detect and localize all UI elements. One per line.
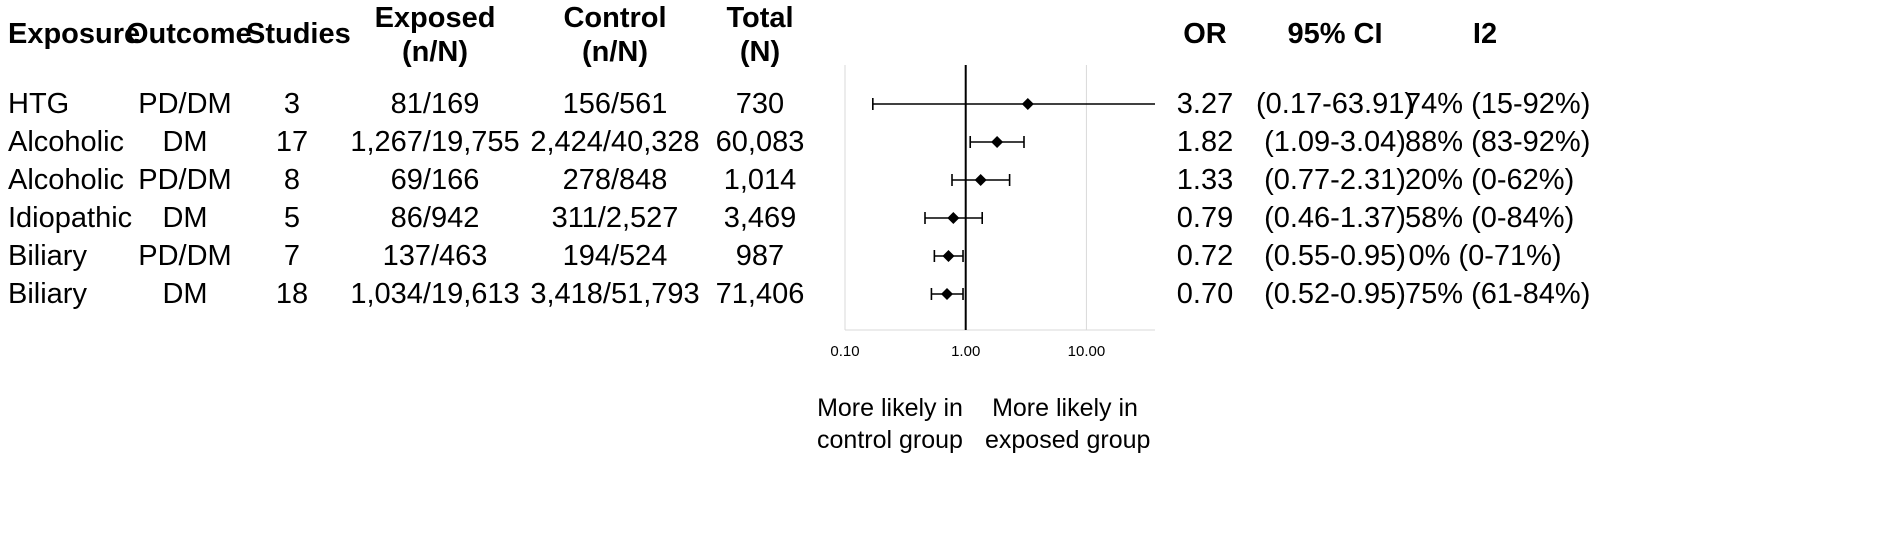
row-or: 0.72: [1176, 240, 1234, 272]
note-control-line2: control group: [817, 426, 963, 454]
row-ci: (0.55-0.95): [1264, 240, 1406, 272]
header-exposure: Exposure: [8, 18, 141, 50]
row-exposed: 69/166: [390, 164, 480, 196]
row-i2: 75% (61-84%): [1405, 278, 1591, 310]
row-or: 3.27: [1176, 88, 1234, 120]
row-control: 194/524: [562, 240, 668, 272]
row-or: 0.79: [1176, 202, 1234, 234]
row-total: 730: [735, 88, 785, 120]
row-exposed: 1,267/19,755: [350, 126, 520, 158]
header-ci: 95% CI: [1287, 18, 1383, 50]
row-exposure: Biliary: [8, 278, 87, 310]
row-exposure: Idiopathic: [8, 202, 133, 234]
or-point: [991, 136, 1004, 148]
header-or: OR: [1183, 18, 1227, 50]
row-total: 3,469: [723, 202, 797, 234]
row-studies: 7: [283, 240, 301, 272]
note-control-line1: More likely in: [817, 394, 963, 422]
row-exposed: 1,034/19,613: [350, 278, 520, 310]
header-exposed-line2: (n/N): [401, 36, 469, 68]
row-control: 2,424/40,328: [530, 126, 700, 158]
row-control: 278/848: [562, 164, 668, 196]
row-control: 3,418/51,793: [530, 278, 700, 310]
note-exposed-line2: exposed group: [985, 426, 1151, 454]
or-point: [974, 174, 987, 186]
row-ci: (0.77-2.31): [1264, 164, 1406, 196]
note-exposed-line1: More likely in: [992, 394, 1138, 422]
or-point: [947, 212, 960, 224]
row-exposure: HTG: [8, 88, 70, 120]
row-total: 1,014: [723, 164, 797, 196]
row-or: 1.82: [1176, 126, 1234, 158]
header-i2: I2: [1472, 18, 1498, 50]
row-ci: (0.52-0.95): [1264, 278, 1406, 310]
x-tick-label: 10.00: [1068, 343, 1106, 360]
row-exposed: 86/942: [390, 202, 480, 234]
row-exposure: Alcoholic: [8, 164, 125, 196]
row-i2: 0% (0-71%): [1408, 240, 1562, 272]
row-outcome: PD/DM: [138, 88, 232, 120]
or-point: [941, 288, 954, 300]
header-outcome: Outcome: [126, 18, 252, 50]
row-exposed: 137/463: [382, 240, 488, 272]
row-ci: (0.46-1.37): [1264, 202, 1406, 234]
row-i2: 88% (83-92%): [1405, 126, 1591, 158]
row-studies: 18: [275, 278, 309, 310]
header-control-line1: Control: [563, 2, 667, 34]
row-total: 987: [735, 240, 785, 272]
header-studies: Studies: [246, 18, 351, 50]
row-i2: 74% (15-92%): [1405, 88, 1591, 120]
row-exposure: Biliary: [8, 240, 87, 272]
row-total: 60,083: [715, 126, 805, 158]
row-exposure: Alcoholic: [8, 126, 125, 158]
row-total: 71,406: [715, 278, 805, 310]
x-tick-label: 0.10: [830, 343, 859, 360]
row-or: 0.70: [1176, 278, 1234, 310]
row-ci: (0.17-63.91): [1256, 88, 1414, 120]
row-or: 1.33: [1176, 164, 1234, 196]
row-studies: 17: [275, 126, 309, 158]
row-outcome: DM: [162, 278, 208, 310]
row-studies: 3: [283, 88, 301, 120]
header-total-line1: Total: [726, 2, 794, 34]
row-studies: 8: [283, 164, 301, 196]
row-outcome: PD/DM: [138, 164, 232, 196]
row-outcome: DM: [162, 202, 208, 234]
row-i2: 58% (0-84%): [1405, 202, 1575, 234]
row-ci: (1.09-3.04): [1264, 126, 1406, 158]
row-i2: 20% (0-62%): [1405, 164, 1575, 196]
row-outcome: PD/DM: [138, 240, 232, 272]
row-studies: 5: [283, 202, 301, 234]
header-exposed-line1: Exposed: [374, 2, 496, 34]
x-tick-label: 1.00: [951, 343, 980, 360]
header-control-line2: (n/N): [581, 36, 649, 68]
row-outcome: DM: [162, 126, 208, 158]
or-point: [1021, 98, 1034, 110]
header-total-line2: (N): [739, 36, 781, 68]
or-point: [942, 250, 955, 262]
row-control: 156/561: [562, 88, 668, 120]
row-control: 311/2,527: [551, 202, 679, 234]
row-exposed: 81/169: [390, 88, 480, 120]
